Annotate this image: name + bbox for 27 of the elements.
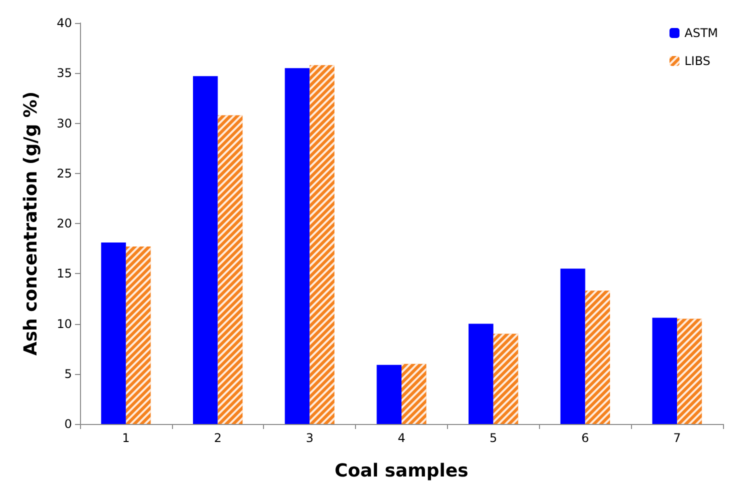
y-tick-label: 15 — [56, 266, 72, 281]
bar — [284, 68, 310, 424]
bar — [468, 324, 494, 424]
legend-label: LIBS — [684, 54, 710, 68]
x-axis-title: Coal samples — [334, 460, 468, 482]
x-tick-label: 6 — [581, 431, 590, 445]
x-tick-label: 1 — [122, 431, 130, 445]
bar — [652, 318, 678, 424]
bar — [192, 76, 218, 424]
y-tick-label: 0 — [64, 417, 72, 431]
y-tick-label: 40 — [56, 16, 72, 30]
bar — [560, 268, 586, 424]
y-tick-label: 35 — [56, 66, 72, 80]
y-tick-label: 30 — [56, 116, 72, 130]
x-tick-label: 7 — [673, 431, 681, 445]
y-axis-title: Ash concentration (g/g %) — [20, 91, 42, 356]
y-tick-label: 10 — [56, 316, 72, 331]
bar — [101, 242, 126, 424]
y-tick-label: 25 — [56, 166, 72, 180]
x-tick-label: 2 — [214, 431, 222, 445]
x-tick-label: 3 — [306, 431, 314, 445]
y-tick-label: 20 — [56, 216, 72, 230]
x-tick-label: 4 — [398, 431, 406, 445]
legend-label: ASTM — [684, 26, 718, 40]
y-tick-label: 5 — [64, 366, 72, 381]
x-tick-label: 5 — [490, 431, 498, 445]
bar — [376, 364, 402, 424]
